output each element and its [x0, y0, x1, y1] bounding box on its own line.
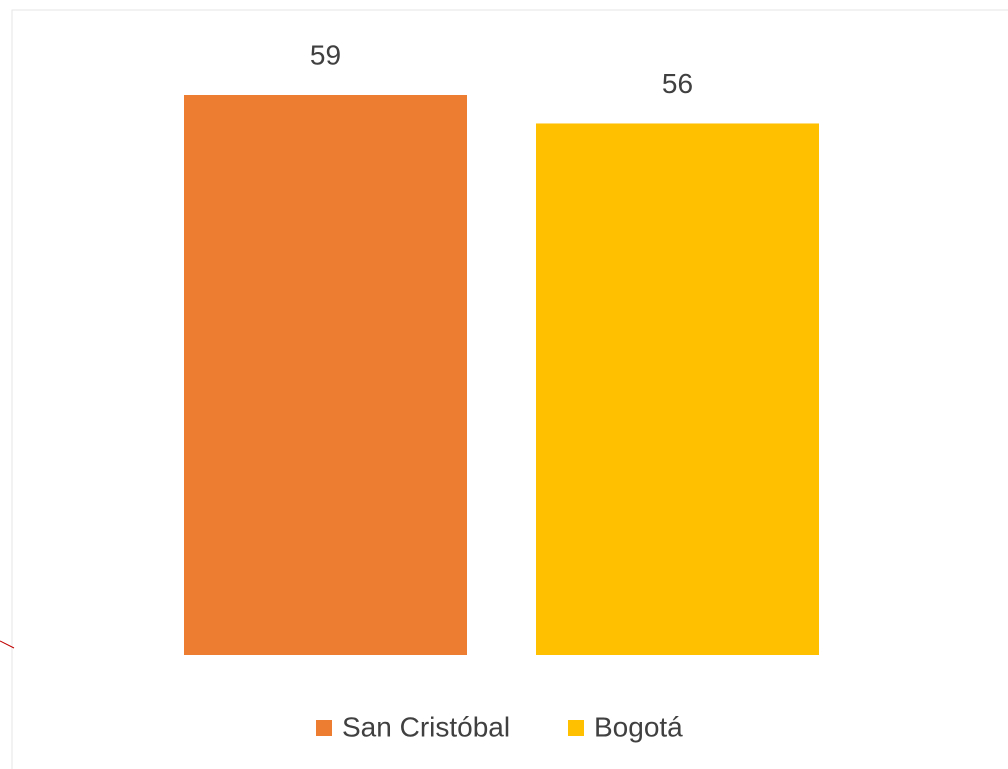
- bar: [536, 123, 819, 655]
- data-label: 56: [662, 68, 693, 99]
- legend-swatch: [316, 720, 332, 736]
- chart-area: [11, 9, 1008, 769]
- decoration-line: [0, 640, 15, 649]
- data-label: 59: [310, 39, 341, 70]
- legend-label: Bogotá: [594, 711, 683, 742]
- legend-label: San Cristóbal: [342, 711, 510, 742]
- bar: [184, 95, 467, 655]
- legend-swatch: [568, 720, 584, 736]
